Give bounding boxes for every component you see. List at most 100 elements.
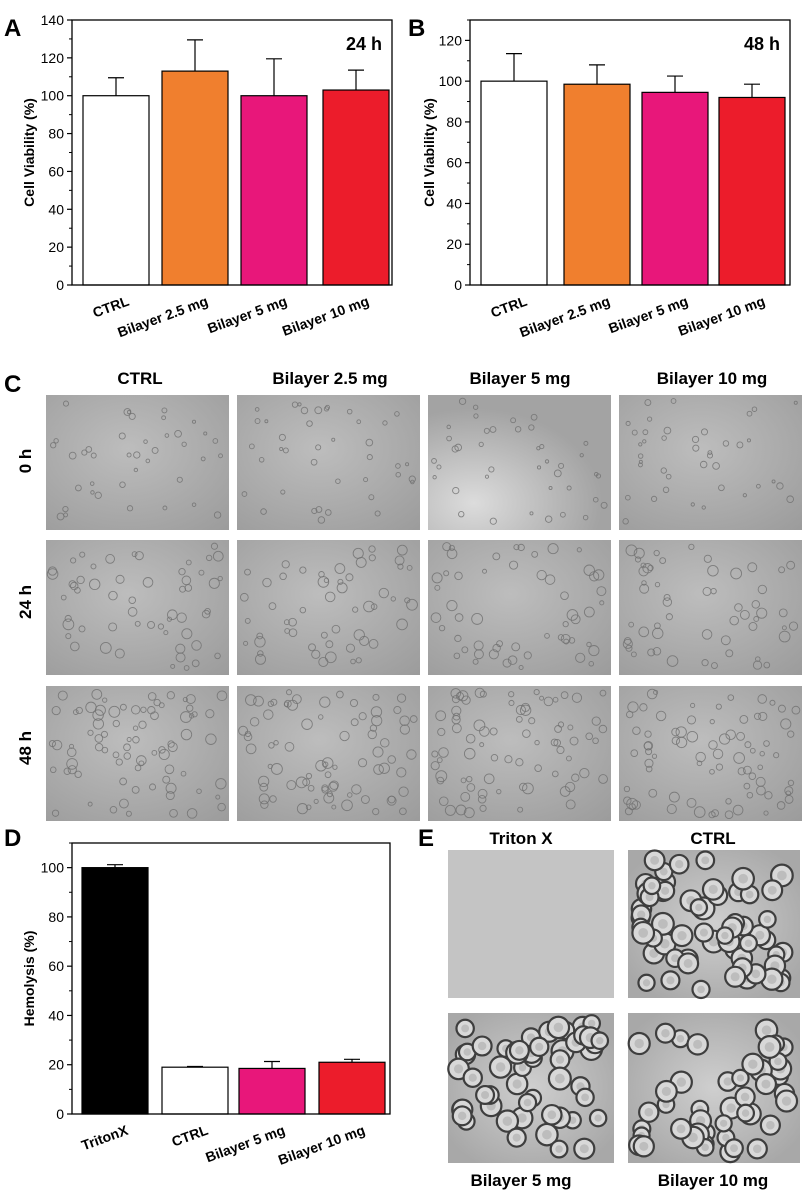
cell-texture: [489, 426, 497, 433]
cell-texture: [736, 441, 744, 449]
y-tick-label-d-1: 20: [48, 1057, 64, 1073]
y-tick-label-a-3: 60: [48, 163, 64, 179]
cell-texture: [100, 730, 108, 738]
cell-texture: [693, 806, 706, 818]
cell-texture: [514, 426, 522, 433]
cell-texture: [62, 618, 75, 631]
cell-texture: [454, 634, 462, 643]
cell-texture: [245, 743, 257, 755]
cell-texture: [430, 612, 442, 623]
axes-frame-d: [71, 842, 391, 1115]
cell-texture: [450, 688, 462, 699]
cell-texture: [643, 741, 654, 751]
cell-texture: [210, 542, 219, 550]
cell-texture: [630, 749, 639, 757]
cell-texture: [92, 709, 104, 721]
y-tick-label-a-7: 140: [41, 12, 65, 28]
cell-texture: [78, 625, 86, 633]
rbc-cell-center: [720, 1119, 728, 1127]
cell-texture: [548, 486, 553, 490]
cell-texture: [323, 406, 330, 412]
cell-texture: [474, 687, 485, 698]
cell-texture: [350, 658, 356, 665]
cell-texture: [510, 417, 517, 424]
cell-texture: [625, 494, 631, 501]
x-tick-label-b-1: Bilayer 2.5 mg: [517, 293, 612, 341]
cell-texture: [638, 442, 643, 447]
cell-texture: [645, 765, 653, 773]
rbc-cell-center: [751, 969, 761, 979]
cell-texture: [662, 597, 673, 607]
cell-texture: [147, 706, 156, 715]
cell-texture: [185, 559, 192, 566]
cell-texture: [436, 464, 442, 470]
bar-b-1: [563, 83, 631, 286]
cell-texture: [165, 782, 177, 794]
cell-texture: [108, 622, 118, 632]
cell-texture: [164, 433, 170, 438]
cell-texture: [269, 795, 277, 803]
error-bar-b-2: [667, 75, 683, 93]
cell-texture: [315, 760, 327, 772]
cell-texture: [763, 810, 769, 816]
cell-texture: [324, 591, 336, 603]
rbc-cell-center: [512, 1133, 521, 1142]
cell-texture: [691, 435, 700, 444]
cell-texture: [260, 800, 269, 809]
cell-texture: [345, 573, 354, 582]
cell-texture: [378, 762, 390, 774]
y-tick-label-a-0: 0: [56, 277, 64, 293]
cell-texture: [337, 578, 344, 585]
cell-texture: [191, 659, 200, 668]
cell-texture: [205, 554, 213, 562]
cell-texture: [663, 593, 671, 601]
cell-texture: [662, 486, 670, 494]
y-tick-label-b-0: 0: [454, 277, 462, 293]
cell-texture: [477, 794, 487, 804]
cell-texture: [715, 703, 722, 710]
cell-texture: [626, 797, 639, 810]
rbc-cell-center: [701, 856, 710, 865]
y-tick-label-b-3: 60: [446, 155, 462, 171]
rbc-cell-center: [645, 893, 654, 902]
cell-texture: [368, 494, 375, 501]
micrograph-r2-c3: [619, 686, 802, 821]
cell-texture: [356, 419, 362, 425]
cell-texture: [115, 758, 123, 766]
cell-texture: [215, 778, 227, 790]
cell-texture: [249, 717, 260, 727]
cell-texture: [158, 702, 165, 709]
cell-texture: [133, 451, 141, 459]
rbc-cell-center: [637, 910, 646, 919]
cell-texture: [286, 689, 293, 696]
cell-texture: [297, 402, 302, 407]
cell-texture: [399, 724, 411, 735]
cell-texture: [311, 649, 321, 659]
cell-texture: [473, 719, 486, 732]
cell-texture: [778, 608, 788, 618]
cell-texture: [162, 775, 171, 784]
rbc-cell-center: [535, 1042, 544, 1051]
cell-texture: [515, 704, 526, 716]
cell-texture: [353, 629, 365, 641]
rbc-cell-center: [755, 930, 765, 940]
y-tick-label-b-5: 100: [439, 73, 463, 89]
cell-texture: [183, 665, 190, 671]
cell-texture: [373, 764, 384, 775]
cell-texture: [743, 782, 751, 790]
cell-texture: [718, 733, 731, 745]
rbc-cell-center: [701, 1143, 709, 1152]
cell-texture: [131, 551, 138, 558]
rbc-cell-center: [726, 1103, 736, 1113]
cell-texture: [471, 612, 484, 625]
cell-texture: [482, 568, 488, 574]
cell-texture: [345, 643, 356, 653]
cell-texture: [571, 692, 583, 703]
cell-texture: [544, 574, 556, 585]
rbc-cell-center: [639, 1141, 649, 1151]
cell-texture: [161, 415, 167, 421]
cell-texture: [208, 577, 220, 589]
cell-texture: [282, 447, 289, 454]
cell-texture: [212, 438, 219, 444]
